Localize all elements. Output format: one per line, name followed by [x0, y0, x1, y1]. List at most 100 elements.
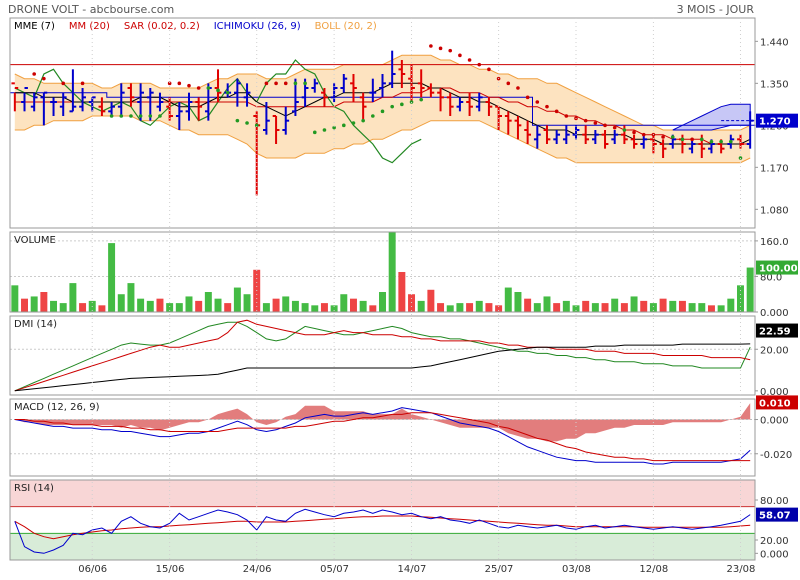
volume-bar	[204, 292, 212, 312]
volume-bar	[727, 298, 735, 312]
sar-dot	[506, 81, 511, 86]
volume-bar	[330, 305, 338, 312]
price-ytick: 1.440	[760, 37, 789, 48]
x-date-label: 03/08	[562, 564, 591, 575]
volume-bar	[408, 294, 416, 312]
sar-dot	[593, 121, 598, 125]
volume-last-value: 100.00	[759, 264, 798, 275]
ohlc-bar	[79, 88, 86, 112]
dmi-label: DMI (14)	[14, 319, 57, 330]
rsi-last-value-box	[756, 507, 798, 522]
ohlc-bar	[108, 102, 115, 116]
x-date-label: 06/06	[78, 564, 107, 575]
volume-bar	[243, 294, 251, 312]
sar-dot	[361, 118, 365, 123]
ohlc-bar	[640, 134, 648, 149]
sar-dot	[225, 90, 230, 95]
volume-bar	[543, 296, 551, 312]
volume-bar	[514, 292, 522, 312]
ohlc-bar	[524, 120, 532, 144]
ohlc-bar	[127, 83, 135, 107]
ohlc-bar	[466, 92, 473, 116]
price-last-value-box	[756, 113, 798, 128]
ohlc-bar	[369, 78, 377, 102]
ohlc-bar	[379, 74, 386, 98]
ohlc-bar	[417, 69, 425, 98]
ohlc-bar	[688, 139, 696, 154]
chart-title: DRONE VOLT - abcbourse.com	[8, 3, 175, 16]
period-label: 3 MOIS - JOUR	[676, 3, 754, 16]
macd-line	[14, 407, 751, 465]
volume-bar	[30, 296, 38, 312]
macd-histogram-area	[14, 403, 751, 442]
sar-dot	[564, 114, 569, 118]
volume-bar	[359, 300, 367, 312]
ohlc-bar	[446, 92, 454, 116]
volume-bar	[446, 305, 454, 312]
sar-dot	[293, 81, 298, 86]
ohlc-bar	[388, 50, 396, 88]
volume-bar	[649, 303, 657, 312]
sar-dot	[283, 81, 288, 86]
price-ytick: 1.170	[760, 163, 789, 174]
volume-bar	[108, 243, 116, 312]
volume-bar	[698, 303, 706, 312]
volume-bar	[11, 285, 19, 312]
sar-dot	[670, 135, 675, 139]
price-last-value: 1.270	[759, 117, 791, 128]
ohlc-bar	[21, 87, 28, 112]
volume-bar	[185, 296, 193, 312]
ohlc-bar	[40, 91, 48, 126]
sar-dot	[216, 88, 220, 93]
sar-dot	[583, 118, 588, 123]
x-date-label: 12/08	[639, 564, 668, 575]
sar-dot	[196, 86, 201, 90]
sar-dot	[690, 137, 694, 142]
sar-dot	[119, 114, 124, 118]
ohlc-bar	[485, 97, 493, 116]
x-date-label: 25/07	[485, 564, 514, 575]
ohlc-bar	[233, 78, 241, 107]
sar-dot	[429, 44, 433, 48]
sar-dot	[245, 121, 249, 125]
volume-bar	[620, 303, 628, 312]
sar-dot	[129, 114, 133, 118]
sar-dot	[303, 81, 307, 86]
volume-bar	[475, 300, 483, 312]
volume-bar	[630, 296, 638, 312]
dmi-last-value: 22.59	[759, 327, 791, 338]
volume-bar	[21, 298, 28, 312]
macd-signal-line	[14, 412, 751, 462]
volume-bar	[349, 298, 357, 312]
sar-dot	[206, 86, 211, 90]
volume-bar	[69, 283, 77, 312]
volume-bar	[572, 305, 580, 312]
volume-bar	[659, 298, 667, 312]
volume-bar	[504, 287, 512, 312]
volume-bar	[485, 303, 493, 312]
ohlc-bar	[553, 130, 561, 144]
ohlc-bar	[195, 97, 203, 121]
volume-bar	[40, 292, 48, 312]
volume-bar	[137, 298, 145, 312]
sar-dot	[516, 86, 520, 90]
ohlc-bar	[601, 130, 609, 149]
sar-dot	[254, 123, 259, 128]
volume-bar	[59, 303, 67, 312]
volume-bar	[166, 303, 174, 312]
dmi-panel-frame	[9, 315, 756, 396]
rsi-overbought-zone	[10, 480, 755, 507]
dmi-ytick: 0.000	[760, 387, 789, 398]
sar-dot	[332, 125, 336, 130]
ohlc-bar	[630, 134, 638, 149]
volume-bar	[272, 298, 280, 312]
ohlc-bar	[350, 74, 357, 102]
volume-bar	[427, 289, 435, 312]
sar-dot	[622, 128, 627, 132]
rsi-oversold-zone	[10, 533, 755, 560]
volume-bar	[388, 232, 396, 312]
price-panel-frame	[9, 17, 756, 229]
volume-bar	[214, 298, 222, 312]
ohlc-bar	[282, 106, 290, 135]
